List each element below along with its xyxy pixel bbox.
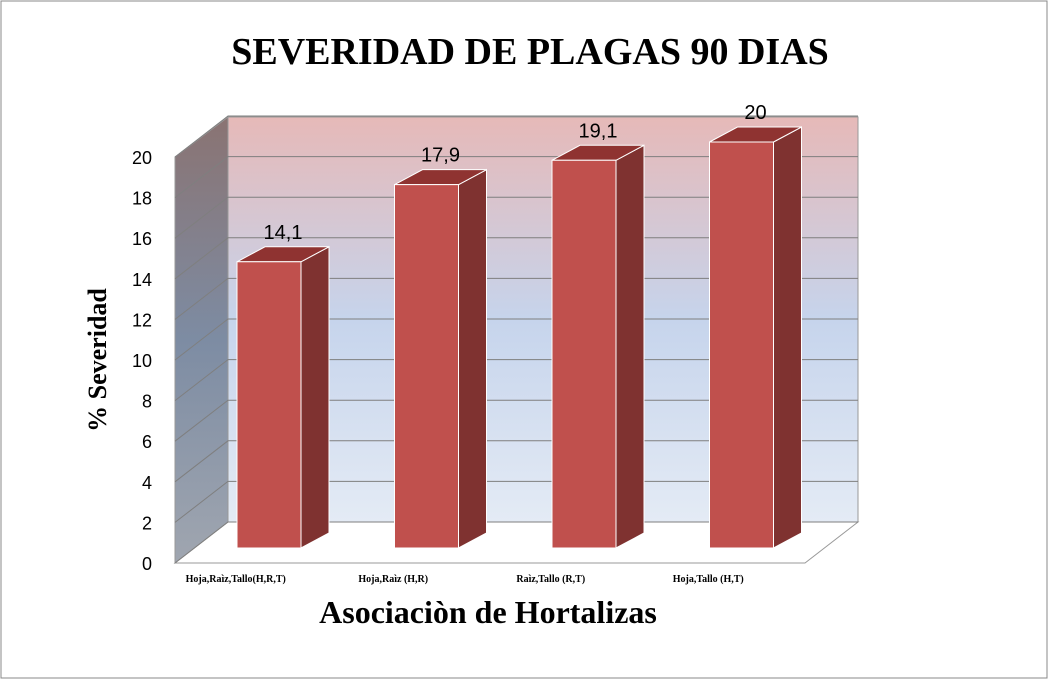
y-tick-label: 2 [142,513,152,533]
y-tick-label: 18 [132,189,152,209]
bar [709,141,774,549]
x-tick-label: Hoja,Tallo (H,T) [673,574,744,585]
grid-line [174,318,858,361]
grid-line [174,440,858,483]
y-tick-label: 16 [132,229,152,249]
chart-title: SEVERIDAD DE PLAGAS 90 DIAS [231,31,829,73]
x-tick-label: Raìz,Tallo (R,T) [516,574,585,585]
bar-side [773,126,802,549]
data-label: 19,1 [579,120,618,142]
x-tick-label: Hoja,Raìz (H,R) [358,574,428,585]
grid-line [174,277,858,320]
bar-side [300,245,330,549]
grid-line [174,196,858,239]
bar-side [615,144,645,549]
data-label: 14,1 [264,222,303,244]
bar [551,159,617,549]
y-tick-label: 12 [132,310,152,330]
grid-line [174,359,858,401]
x-tick-label: Hoja,Raìz,Tallo(H,R,T) [186,574,286,585]
bar [394,184,459,549]
data-label: 20 [744,102,766,124]
y-tick-label: 8 [142,392,152,412]
grid-line [174,156,858,198]
bar-side [458,168,487,549]
grid-line [174,521,858,564]
y-axis-title: % Severidad [83,288,112,432]
y-tick-label: 10 [132,351,152,371]
y-tick-label: 6 [142,432,152,452]
x-axis-title: Asociaciòn de Hortalizas [319,594,657,630]
y-tick-label: 4 [142,473,152,493]
grid-line [174,480,858,523]
grid-line [174,237,858,280]
y-tick-label: 20 [132,148,152,168]
bar [236,261,302,549]
grid-line [174,399,858,442]
data-label: 17,9 [421,145,460,167]
y-tick-label: 14 [132,270,152,290]
y-tick-label: 0 [142,554,152,574]
grid-line [174,115,858,158]
